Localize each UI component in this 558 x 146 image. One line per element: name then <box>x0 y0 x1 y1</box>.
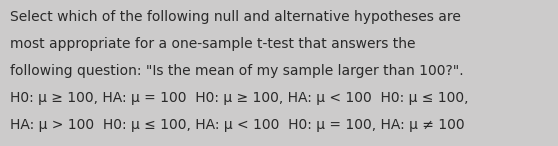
Text: following question: "Is the mean of my sample larger than 100?".: following question: "Is the mean of my s… <box>10 64 464 78</box>
Text: most appropriate for a one-sample t-test that answers the: most appropriate for a one-sample t-test… <box>10 37 416 51</box>
Text: HA: μ > 100  H0: μ ≤ 100, HA: μ < 100  H0: μ = 100, HA: μ ≠ 100: HA: μ > 100 H0: μ ≤ 100, HA: μ < 100 H0:… <box>10 118 465 132</box>
Text: H0: μ ≥ 100, HA: μ = 100  H0: μ ≥ 100, HA: μ < 100  H0: μ ≤ 100,: H0: μ ≥ 100, HA: μ = 100 H0: μ ≥ 100, HA… <box>10 91 469 105</box>
Text: Select which of the following null and alternative hypotheses are: Select which of the following null and a… <box>10 10 461 24</box>
